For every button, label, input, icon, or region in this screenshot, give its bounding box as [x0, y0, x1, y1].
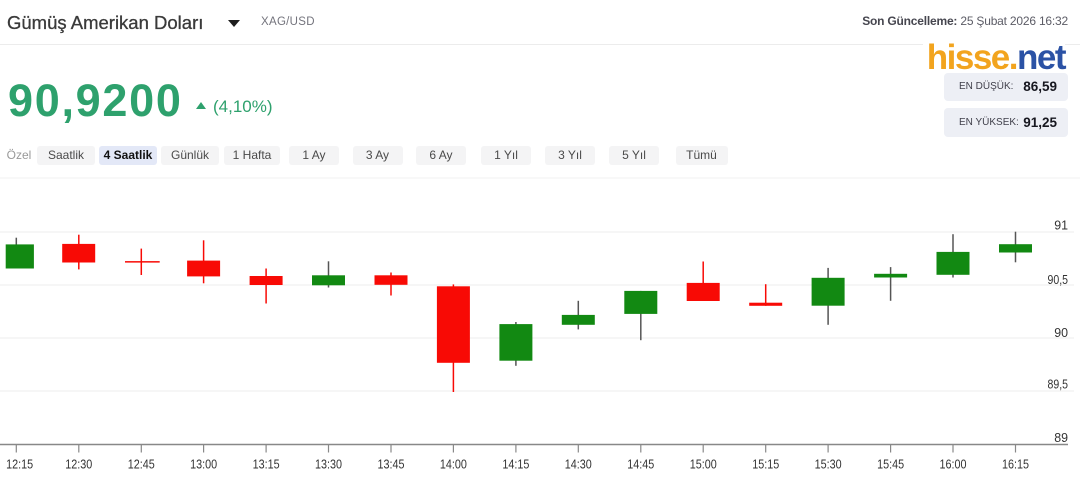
svg-text:14:30: 14:30: [565, 458, 592, 472]
svg-text:13:00: 13:00: [190, 458, 217, 472]
svg-text:13:45: 13:45: [378, 458, 405, 472]
svg-text:13:30: 13:30: [315, 458, 342, 472]
svg-text:16:15: 16:15: [1002, 458, 1029, 472]
svg-text:12:15: 12:15: [6, 458, 33, 472]
svg-text:14:45: 14:45: [627, 458, 654, 472]
svg-text:16:00: 16:00: [940, 458, 967, 472]
svg-text:13:15: 13:15: [253, 458, 280, 472]
svg-text:90,5: 90,5: [1048, 273, 1069, 287]
svg-text:12:30: 12:30: [65, 458, 92, 472]
svg-text:89,5: 89,5: [1048, 378, 1069, 392]
svg-text:12:45: 12:45: [128, 458, 155, 472]
svg-text:89: 89: [1054, 431, 1068, 445]
svg-text:15:45: 15:45: [877, 458, 904, 472]
svg-text:90: 90: [1054, 326, 1068, 340]
svg-text:14:15: 14:15: [502, 458, 529, 472]
svg-text:91: 91: [1054, 219, 1068, 233]
svg-text:15:15: 15:15: [752, 458, 779, 472]
svg-text:15:00: 15:00: [690, 458, 717, 472]
svg-text:15:30: 15:30: [815, 458, 842, 472]
svg-text:14:00: 14:00: [440, 458, 467, 472]
